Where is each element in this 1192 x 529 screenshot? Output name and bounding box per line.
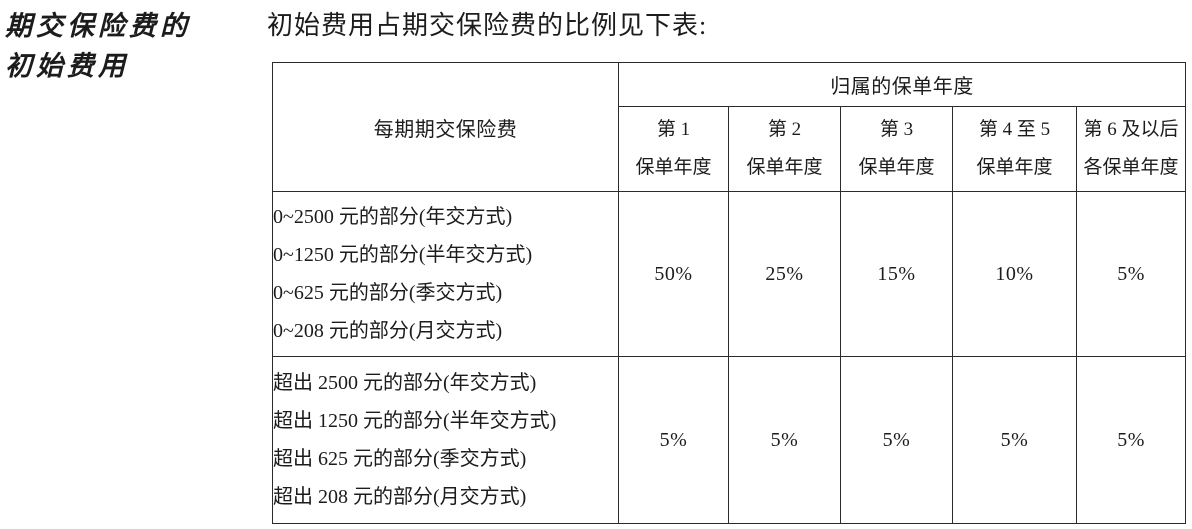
premium-tier-line: 0~2500 元的部分(年交方式) <box>273 206 513 228</box>
year-header-line: 保单年度 <box>858 157 935 178</box>
table-row-base-portion: 0~2500 元的部分(年交方式) 0~1250 元的部分(半年交方式) 0~6… <box>272 191 1187 357</box>
rate-cell: 5% <box>618 356 729 524</box>
year-header-line: 保单年度 <box>746 157 823 178</box>
premium-tier-line: 0~208 元的部分(月交方式) <box>273 320 503 342</box>
premium-tier-cell: 0~2500 元的部分(年交方式) 0~1250 元的部分(半年交方式) 0~6… <box>272 191 619 357</box>
section-label-line-1: 期交保险费的 <box>5 11 191 41</box>
year-header-line: 第 1 <box>656 119 691 140</box>
year-header-line: 保单年度 <box>976 157 1053 178</box>
premium-tier-line: 超出 625 元的部分(季交方式) <box>273 448 527 470</box>
table-intro-text: 初始费用占期交保险费的比例见下表: <box>267 11 708 40</box>
premium-tier-cell: 超出 2500 元的部分(年交方式) 超出 1250 元的部分(半年交方式) 超… <box>272 356 619 524</box>
rate-cell: 10% <box>952 191 1077 357</box>
year-header-cell-4: 第 4 至 5 保单年度 <box>952 106 1077 192</box>
premium-tier-line: 0~625 元的部分(季交方式) <box>273 282 503 304</box>
section-label: 期交保险费的 初始费用 <box>5 6 191 86</box>
year-header-cell-3: 第 3 保单年度 <box>840 106 953 192</box>
rate-cell: 5% <box>1075 356 1187 524</box>
year-header-cell-1: 第 1 保单年度 <box>618 106 729 192</box>
year-header-line: 第 3 <box>879 119 914 140</box>
table-header-row-years: 第 1 保单年度 第 2 保单年度 第 3 保单年度 第 4 至 5 保单年度 … <box>273 106 1187 192</box>
premium-tier-line: 超出 208 元的部分(月交方式) <box>273 486 527 508</box>
year-header-line: 保单年度 <box>635 157 712 178</box>
year-header-line: 第 2 <box>767 119 802 140</box>
table-row-excess-portion: 超出 2500 元的部分(年交方式) 超出 1250 元的部分(半年交方式) 超… <box>272 356 1187 524</box>
year-header-cell-2: 第 2 保单年度 <box>728 106 841 192</box>
premium-tier-line: 超出 1250 元的部分(半年交方式) <box>273 410 557 432</box>
section-label-line-2: 初始费用 <box>5 51 129 81</box>
rate-cell: 5% <box>840 356 953 524</box>
year-header-cell-5: 第 6 及以后 各保单年度 <box>1075 106 1187 192</box>
rate-cell: 25% <box>728 191 841 357</box>
year-header-line: 第 6 及以后 <box>1083 119 1179 140</box>
table-header-row-group: 每期期交保险费 归属的保单年度 <box>272 62 1187 192</box>
premium-tier-line: 超出 2500 元的部分(年交方式) <box>273 372 537 394</box>
rate-cell: 50% <box>618 191 729 357</box>
year-header-line: 各保单年度 <box>1083 157 1179 178</box>
rate-cell: 15% <box>840 191 953 357</box>
premium-tier-line: 0~1250 元的部分(半年交方式) <box>273 244 533 266</box>
initial-fee-table: 每期期交保险费 归属的保单年度 第 1 保单年度 第 2 保单年度 第 3 保单… <box>272 62 1187 524</box>
rate-cell: 5% <box>728 356 841 524</box>
year-header-line: 第 4 至 5 <box>978 119 1051 140</box>
rate-cell: 5% <box>1075 191 1187 357</box>
premium-column-header-cell: 每期期交保险费 <box>272 62 619 192</box>
policy-year-group-header-cell: 归属的保单年度 <box>617 62 1187 107</box>
rate-cell: 5% <box>952 356 1077 524</box>
